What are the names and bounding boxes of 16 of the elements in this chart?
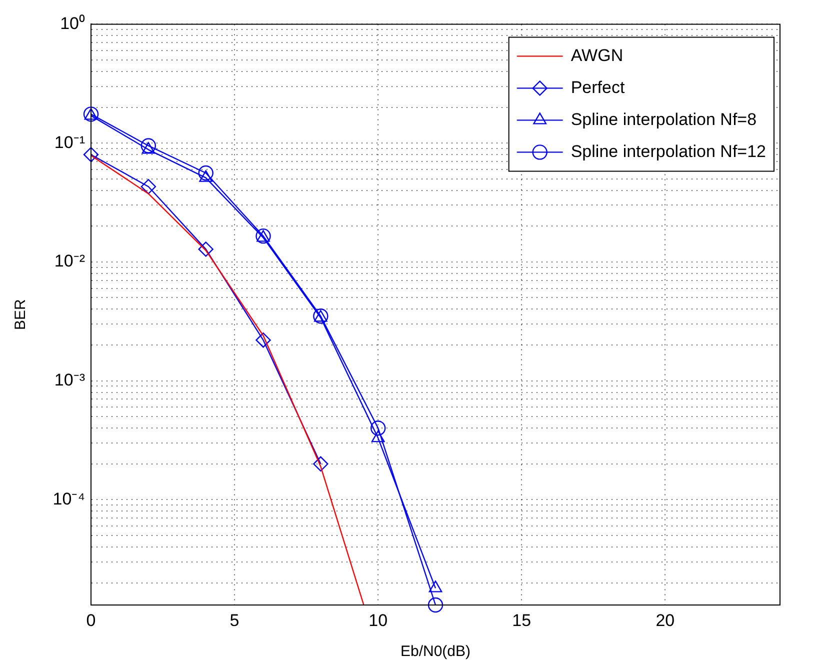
legend-label: Spline interpolation Nf=8: [570, 110, 757, 129]
legend-label: AWGN: [570, 46, 624, 65]
x-tick-label: 0: [86, 610, 96, 630]
x-tick-label: 10: [368, 610, 388, 630]
legend-label: Spline interpolation Nf=12: [570, 142, 766, 161]
x-tick-label: 20: [656, 610, 675, 630]
x-tick-label: 15: [512, 610, 532, 630]
y-tick-label: 10⁻²: [54, 252, 86, 271]
y-tick-label: 10⁰: [60, 14, 85, 33]
y-tick-label: 10⁻³: [54, 370, 86, 390]
x-axis-title: Eb/N0(dB): [400, 643, 471, 660]
y-tick-label: 10⁻⁴: [52, 489, 85, 508]
legend-label: Perfect: [570, 78, 625, 97]
y-tick-label: 10⁻¹: [54, 132, 86, 152]
x-tick-label: 5: [230, 610, 240, 630]
y-axis-title: BER: [12, 299, 30, 330]
